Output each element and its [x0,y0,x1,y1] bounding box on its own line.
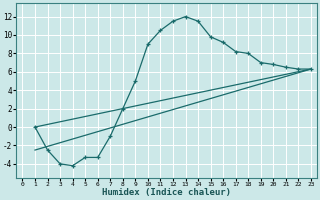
X-axis label: Humidex (Indice chaleur): Humidex (Indice chaleur) [102,188,231,197]
